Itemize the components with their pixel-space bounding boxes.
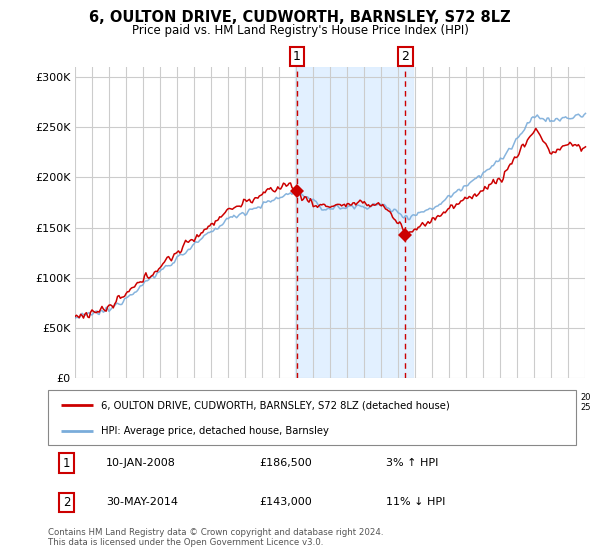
Text: 20
05: 20 05 [240,393,250,412]
Text: 20
15: 20 15 [410,393,421,412]
Text: Price paid vs. HM Land Registry's House Price Index (HPI): Price paid vs. HM Land Registry's House … [131,24,469,36]
Text: 20
06: 20 06 [257,393,268,412]
Text: 20
23: 20 23 [546,393,557,412]
Bar [295,67,413,378]
Bar [586,67,594,378]
Text: 20
20: 20 20 [495,393,506,412]
Text: 20
22: 20 22 [529,393,539,412]
Text: 11% ↓ HPI: 11% ↓ HPI [386,497,445,507]
Text: 20
00: 20 00 [155,393,166,412]
Text: 20
12: 20 12 [359,393,370,412]
Text: 19
96: 19 96 [87,393,97,412]
Text: HPI: Average price, detached house, Barnsley: HPI: Average price, detached house, Barn… [101,427,329,436]
Text: 2: 2 [401,50,409,63]
Text: 3% ↑ HPI: 3% ↑ HPI [386,458,438,468]
Text: 20
04: 20 04 [223,393,233,412]
Text: £186,500: £186,500 [259,458,312,468]
Text: 10-JAN-2008: 10-JAN-2008 [106,458,176,468]
Text: 19
98: 19 98 [121,393,131,412]
Text: 1: 1 [63,456,70,470]
Text: 1: 1 [293,50,301,63]
Text: Contains HM Land Registry data © Crown copyright and database right 2024.
This d: Contains HM Land Registry data © Crown c… [48,528,383,547]
Text: £143,000: £143,000 [259,497,312,507]
Text: 20
08: 20 08 [291,393,302,412]
Text: 20
16: 20 16 [427,393,437,412]
Text: 20
18: 20 18 [461,393,472,412]
Text: 20
17: 20 17 [444,393,455,412]
Text: 20
13: 20 13 [376,393,386,412]
Text: 6, OULTON DRIVE, CUDWORTH, BARNSLEY, S72 8LZ (detached house): 6, OULTON DRIVE, CUDWORTH, BARNSLEY, S72… [101,400,449,410]
Text: 20
19: 20 19 [478,393,488,412]
Text: 2: 2 [63,496,70,509]
Text: 30-MAY-2014: 30-MAY-2014 [106,497,178,507]
Text: 20
07: 20 07 [274,393,284,412]
Text: 20
01: 20 01 [172,393,182,412]
FancyBboxPatch shape [48,390,576,445]
Text: 19
99: 19 99 [138,393,148,412]
Text: 20
03: 20 03 [206,393,217,412]
Text: 19
95: 19 95 [70,393,80,412]
Text: 20
25: 20 25 [580,393,591,412]
Text: 6, OULTON DRIVE, CUDWORTH, BARNSLEY, S72 8LZ: 6, OULTON DRIVE, CUDWORTH, BARNSLEY, S72… [89,10,511,25]
Text: 20
14: 20 14 [393,393,404,412]
Text: 20
10: 20 10 [325,393,335,412]
Text: 20
09: 20 09 [308,393,319,412]
Text: 20
11: 20 11 [342,393,353,412]
Text: 19
97: 19 97 [104,393,115,412]
Text: 20
21: 20 21 [512,393,523,412]
Text: 20
24: 20 24 [563,393,574,412]
Text: 20
02: 20 02 [189,393,199,412]
